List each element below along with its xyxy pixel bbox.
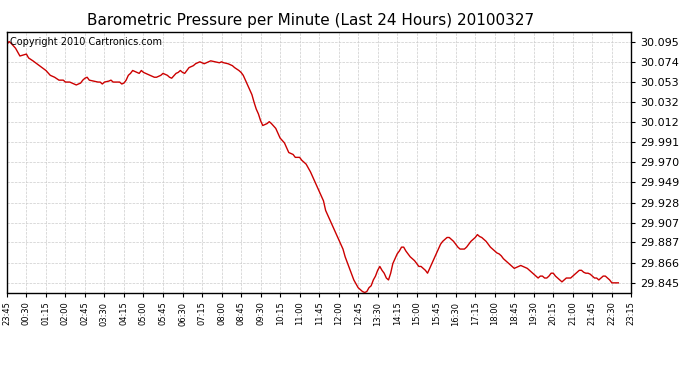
Text: Copyright 2010 Cartronics.com: Copyright 2010 Cartronics.com (10, 37, 162, 47)
Text: Barometric Pressure per Minute (Last 24 Hours) 20100327: Barometric Pressure per Minute (Last 24 … (87, 13, 534, 28)
